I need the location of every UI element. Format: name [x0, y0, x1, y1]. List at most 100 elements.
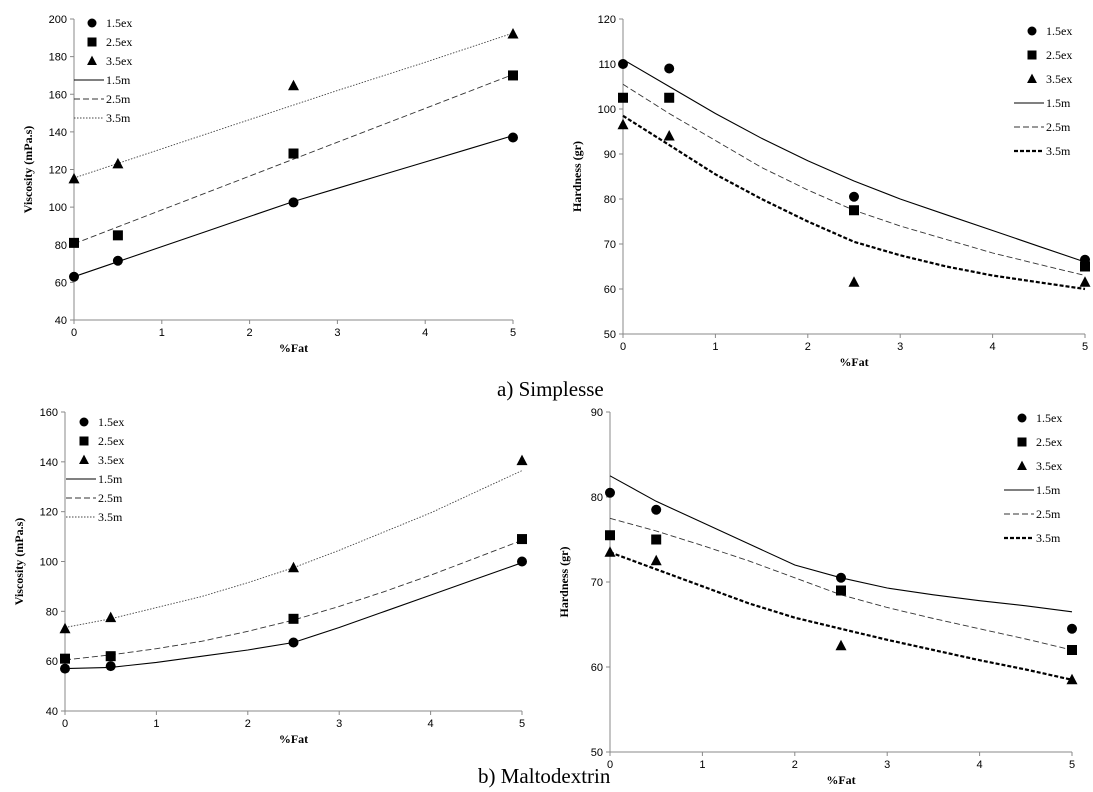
data-point-2-5ex — [288, 613, 299, 624]
y-tick-label: 40 — [46, 706, 58, 718]
data-point-3-5ex — [650, 554, 662, 566]
legend-marker-2-5ex — [1027, 50, 1037, 60]
legend-label-1-5ex: 1.5ex — [98, 415, 124, 429]
series-line-2-5m — [622, 83, 1086, 276]
legend-item-2-5ex: 2.5ex — [1027, 48, 1072, 62]
y-tick-label: 90 — [604, 149, 616, 161]
data-point-1-5ex — [112, 255, 123, 266]
y-tick-label: 50 — [604, 329, 616, 341]
data-point-1-5ex — [605, 487, 615, 498]
data-point-1-5ex — [618, 59, 628, 69]
data-point-3-5ex — [1066, 673, 1078, 685]
data-point-3-5ex — [68, 172, 80, 184]
legend-marker-1-5ex — [87, 18, 97, 28]
legend-item-2-5m: 2.5m — [1004, 507, 1061, 521]
legend-label-3-5m: 3.5m — [98, 510, 123, 524]
legend-label-3-5ex: 3.5ex — [98, 453, 124, 467]
y-tick-label: 60 — [591, 662, 603, 674]
legend-item-3-5m: 3.5m — [1004, 531, 1061, 545]
legend-label-3-5m: 3.5m — [1046, 144, 1071, 158]
data-point-3-5ex — [288, 79, 299, 91]
series-line-2-5m — [609, 517, 1073, 651]
legend-label-1-5m: 1.5m — [1046, 96, 1071, 110]
x-tick-label: 5 — [519, 718, 525, 730]
x-tick-label: 0 — [607, 759, 613, 771]
x-axis-label: %Fat — [279, 732, 308, 746]
legend-label-2-5ex: 2.5ex — [1046, 48, 1072, 62]
chart-maltodextrin-hardness: 50 60 70 80 90 0 1 2 3 4 5 %Fat Hardness (gr) 1.5ex 2.… — [557, 407, 1078, 787]
legend-item-1-5ex: 1.5ex — [1017, 411, 1062, 425]
legend-item-1-5ex: 1.5ex — [87, 16, 132, 30]
data-point-2-5ex — [288, 148, 299, 159]
y-tick-label: 60 — [46, 656, 58, 668]
data-point-2-5ex — [517, 534, 527, 545]
x-tick-label: 4 — [977, 759, 983, 771]
y-tick-label: 60 — [604, 284, 616, 296]
x-tick-label: 1 — [153, 718, 159, 730]
y-tick-label: 160 — [40, 407, 58, 419]
data-point-2-5ex — [651, 534, 662, 545]
y-tick-label: 80 — [46, 606, 58, 618]
legend-item-2-5ex: 2.5ex — [1017, 435, 1062, 449]
data-point-3-5ex — [59, 622, 71, 634]
legend-marker-2-5ex — [79, 436, 89, 446]
data-point-1-5ex — [288, 637, 299, 648]
legend-item-3-5ex: 3.5ex — [1017, 459, 1062, 473]
legend-marker-3-5ex — [79, 454, 89, 465]
data-point-1-5ex — [836, 572, 846, 583]
y-tick-label: 200 — [49, 14, 67, 26]
y-tick-label: 90 — [591, 407, 603, 419]
data-point-3-5ex — [1079, 276, 1091, 287]
caption-simplesse: a) Simplesse — [497, 377, 604, 401]
x-tick-label: 0 — [71, 327, 77, 339]
legend-marker-3-5ex — [1027, 73, 1037, 84]
legend-item-2-5ex: 2.5ex — [79, 434, 124, 448]
data-point-3-5ex — [663, 130, 675, 141]
legend-label-1-5m: 1.5m — [98, 472, 123, 486]
legend: 1.5ex 2.5ex 3.5ex 1.5m 2.5m 3.5m — [66, 415, 124, 524]
legend: 1.5ex 2.5ex 3.5ex 1.5m 2.5m 3.5m — [1014, 24, 1072, 158]
y-tick-label: 180 — [49, 52, 67, 64]
legend-label-2-5m: 2.5m — [1046, 120, 1071, 134]
data-point-2-5ex — [508, 70, 518, 81]
data-point-3-5ex — [604, 546, 616, 557]
data-point-3-5ex — [288, 561, 299, 573]
x-tick-label: 1 — [159, 327, 165, 339]
y-tick-label: 40 — [55, 315, 67, 327]
legend-marker-2-5ex — [1017, 437, 1027, 447]
legend-label-2-5ex: 2.5ex — [106, 35, 132, 49]
legend-marker-3-5ex — [1017, 460, 1027, 471]
x-tick-label: 2 — [792, 759, 798, 771]
legend-label-1-5ex: 1.5ex — [1046, 24, 1072, 38]
x-tick-label: 5 — [1069, 759, 1075, 771]
x-axis-label: %Fat — [839, 355, 868, 369]
legend-label-2-5m: 2.5m — [1036, 507, 1061, 521]
y-tick-label: 80 — [591, 492, 603, 504]
x-tick-label: 2 — [805, 341, 811, 353]
legend-item-3-5ex: 3.5ex — [1027, 72, 1072, 86]
x-tick-label: 3 — [884, 759, 890, 771]
data-point-3-5ex — [105, 611, 117, 623]
legend-label-2-5m: 2.5m — [106, 92, 131, 106]
x-tick-label: 2 — [247, 327, 253, 339]
data-point-3-5ex — [848, 276, 860, 287]
y-tick-label: 50 — [591, 747, 603, 759]
legend-item-1-5m: 1.5m — [66, 472, 123, 486]
legend-item-1-5ex: 1.5ex — [1027, 24, 1072, 38]
y-axis-label: Hardness (gr) — [570, 141, 584, 212]
data-point-2-5ex — [105, 651, 116, 662]
y-axis-label: Viscosity (mPa.s) — [21, 126, 35, 214]
series-line-3-5m — [64, 470, 523, 628]
y-tick-label: 80 — [604, 194, 616, 206]
data-point-2-5ex — [836, 585, 846, 596]
data-point-1-5ex — [508, 132, 518, 143]
data-point-3-5ex — [112, 157, 124, 169]
x-axis-label: %Fat — [279, 341, 308, 355]
data-point-2-5ex — [849, 205, 859, 216]
y-tick-label: 140 — [40, 457, 58, 469]
x-tick-label: 0 — [620, 341, 626, 353]
data-point-1-5ex — [651, 504, 662, 515]
caption-maltodextrin: b) Maltodextrin — [478, 764, 611, 788]
data-point-2-5ex — [112, 230, 123, 241]
